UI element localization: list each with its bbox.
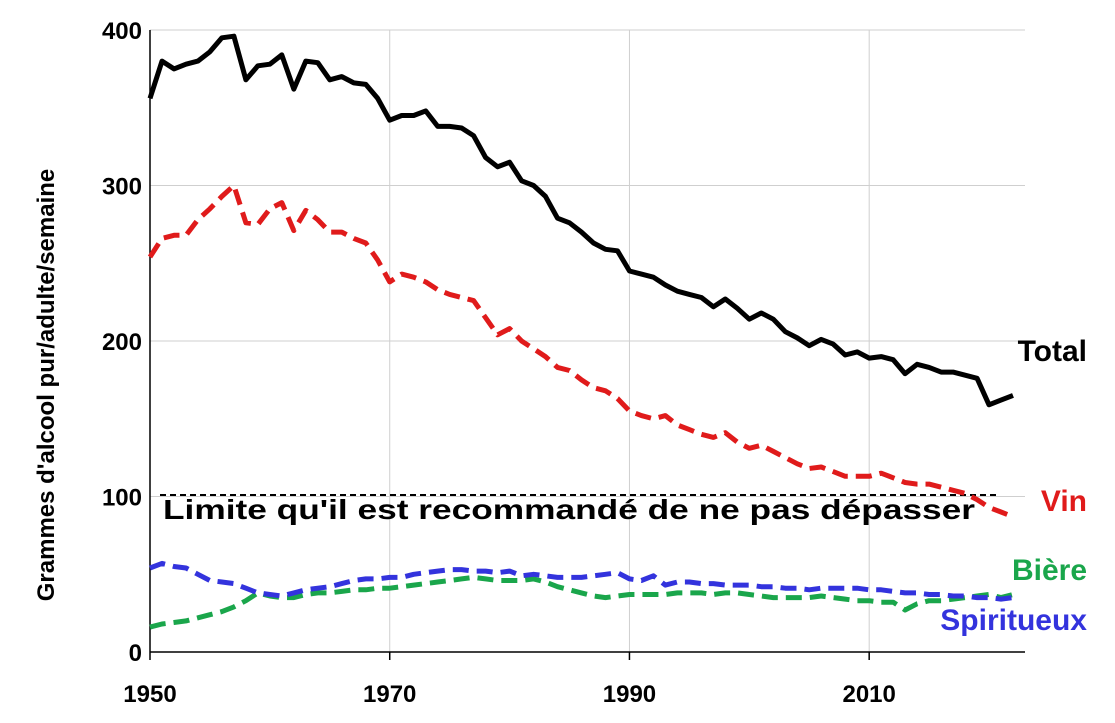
reference-line-label: Limite qu'il est recommandé de ne pas dé… [163,494,975,525]
x-tick-label: 1970 [363,681,416,708]
series-label-total: Total [1018,335,1087,368]
series-line-spiritueux [149,560,1014,602]
series-line-total [147,33,1014,408]
y-tick-label: 400 [102,18,142,45]
y-tick-label: 0 [129,640,142,667]
chart-grid [150,29,1025,652]
series-label-vin: Vin [1041,485,1087,518]
series-label-spiritueux: Spiritueux [940,604,1087,637]
y-tick-label: 200 [102,329,142,356]
y-tick-label: 300 [102,174,142,201]
series-line-bire [149,574,1014,630]
y-tick-label: 100 [102,485,142,512]
series-lines [147,33,1014,630]
x-tick-label: 1950 [123,681,176,708]
x-tick-label: 2010 [842,681,895,708]
tick-labels: 0 100 200 300 400 1950 1970 1990 2010 [102,18,896,708]
series-labels: Total Vin Bière Spiritueux [940,335,1087,637]
series-label-bire: Bière [1012,554,1087,587]
series-line-vin [147,183,1014,520]
chart-axes [149,30,1025,653]
y-axis-label: Grammes d'alcool pur/adulte/semaine [33,169,60,602]
reference-line-group: Limite qu'il est recommandé de ne pas dé… [160,493,1000,525]
x-tick-label: 1990 [603,681,656,708]
